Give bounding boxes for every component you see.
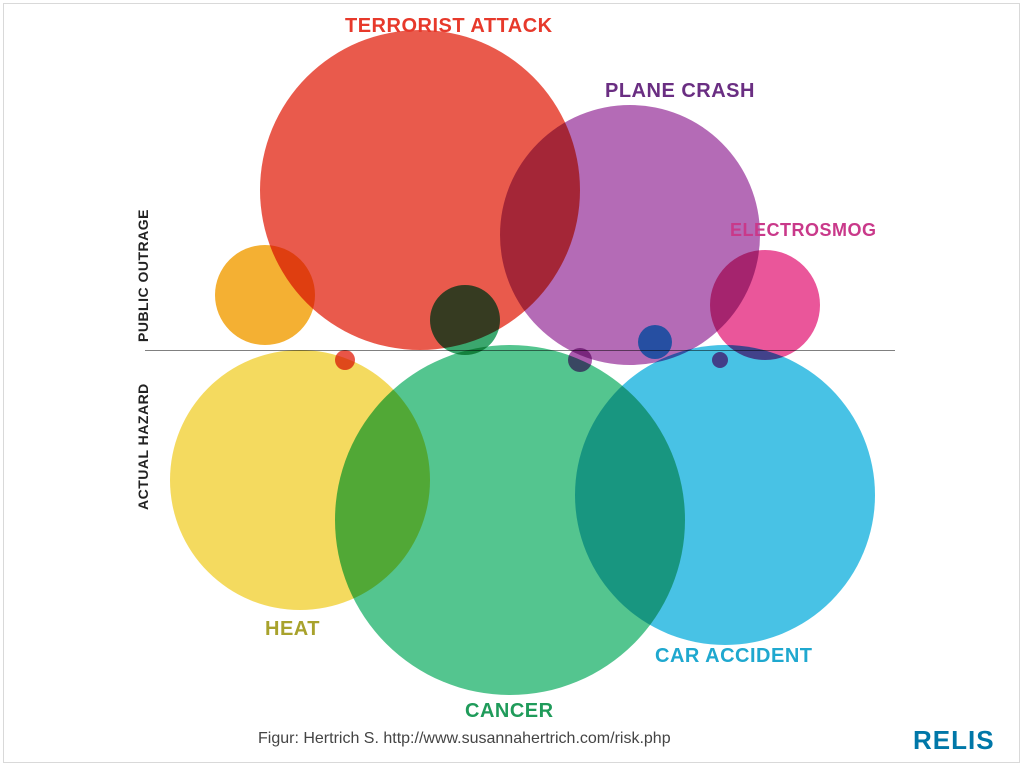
label-cancer: CANCER (465, 700, 554, 723)
bubble-heat_small (215, 245, 315, 345)
bubble-car_large (575, 345, 875, 645)
relis-logo: RELIS (913, 725, 995, 756)
risk-bubble-chart: PUBLIC OUTRAGE ACTUAL HAZARD TERRORIST A… (150, 20, 890, 690)
label-electro: ELECTROSMOG (730, 220, 877, 241)
bubble-electrosmog_large (710, 250, 820, 360)
figure-caption: Figur: Hertrich S. http://www.susannaher… (258, 730, 671, 748)
label-plane: PLANE CRASH (605, 80, 755, 103)
axis-label-upper: PUBLIC OUTRAGE (135, 209, 151, 342)
axis-label-lower: ACTUAL HAZARD (135, 383, 151, 510)
bubble-car_small (638, 325, 672, 359)
bubble-cancer_small (430, 285, 500, 355)
label-heat: HEAT (265, 618, 320, 641)
label-terrorist: TERRORIST ATTACK (345, 15, 553, 38)
label-car: CAR ACCIDENT (655, 645, 812, 668)
